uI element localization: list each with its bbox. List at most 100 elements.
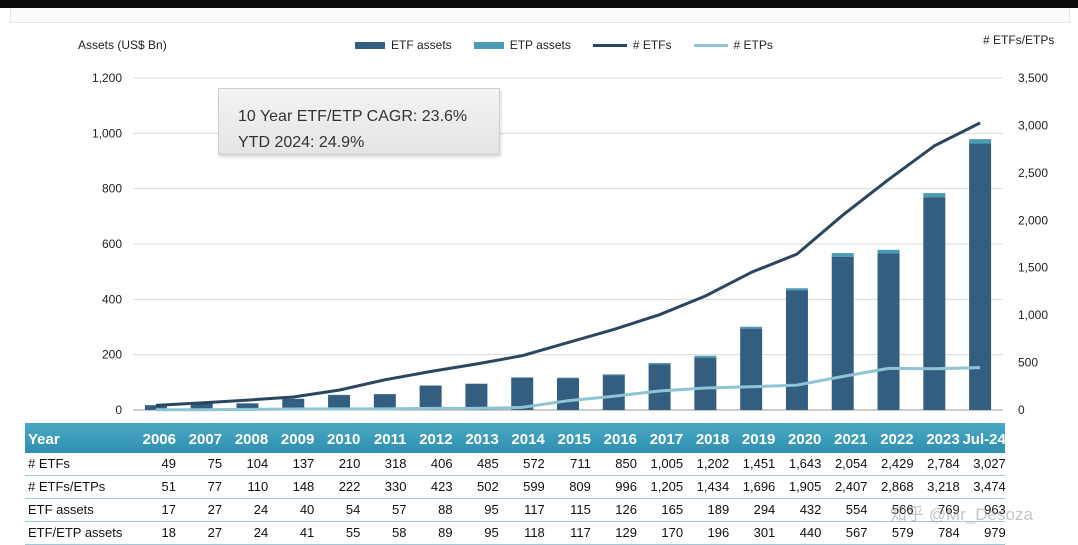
table-cell: 89 [409, 522, 453, 544]
table-column-header: 2018 [685, 423, 729, 457]
table-cell: 1,202 [685, 453, 729, 475]
table-cell: 57 [363, 499, 407, 521]
legend: ETF assets ETP assets # ETFs # ETPs [355, 38, 773, 52]
right-tick-label: 1,500 [1018, 261, 1048, 275]
table-cell: 165 [639, 499, 683, 521]
table-cell: 24 [224, 499, 268, 521]
table-cell: 196 [685, 522, 729, 544]
table-cell: 58 [363, 522, 407, 544]
etf-assets-bar [832, 257, 854, 410]
table-cell: 809 [547, 476, 591, 498]
table-cell: 54 [316, 499, 360, 521]
table-column-header: Jul-24 [962, 423, 1006, 457]
table-cell: 51 [132, 476, 176, 498]
table-cell: 2,784 [916, 453, 960, 475]
right-tick-label: 500 [1018, 356, 1038, 370]
table-cell: 110 [224, 476, 268, 498]
table-cell: 579 [870, 522, 914, 544]
table-cell: 129 [593, 522, 637, 544]
etp-assets-bar [649, 363, 671, 364]
etf-assets-bar [649, 364, 671, 410]
left-tick-label: 1,200 [92, 71, 122, 85]
table-cell: 599 [501, 476, 545, 498]
table-cell: 117 [547, 522, 591, 544]
table-cell: 95 [455, 499, 499, 521]
right-tick-label: 2,000 [1018, 213, 1048, 227]
table-cell: 88 [409, 499, 453, 521]
etf-assets-bar [923, 197, 945, 410]
etp-assets-bar [740, 327, 762, 329]
table-cell: 2,054 [824, 453, 868, 475]
table-row-label: # ETFs/ETPs [28, 476, 105, 498]
num-etfs-line [156, 123, 980, 406]
table-cell: 18 [132, 522, 176, 544]
table-cell: 126 [593, 499, 637, 521]
table-cell: 3,027 [962, 453, 1006, 475]
right-tick-label: 0 [1018, 403, 1025, 417]
right-axis-title: # ETFs/ETPs [983, 33, 1054, 47]
watermark: 知乎 @Mr_Desoza [890, 500, 1033, 525]
legend-item-num-etfs: # ETFs [593, 38, 672, 52]
table-column-header: 2021 [824, 423, 868, 457]
table-cell: 24 [224, 522, 268, 544]
table-cell: 95 [455, 522, 499, 544]
cagr-line: 10 Year ETF/ETP CAGR: 23.6% [238, 104, 499, 130]
table-column-header: 2019 [731, 423, 775, 457]
etp-assets-bar [878, 250, 900, 254]
table-cell: 996 [593, 476, 637, 498]
legend-item-num-etps: # ETPs [694, 38, 773, 52]
table-cell: 27 [178, 499, 222, 521]
left-tick-label: 400 [102, 292, 122, 306]
table-column-header: 2006 [132, 423, 176, 457]
table-cell: 301 [731, 522, 775, 544]
table-column-header: 2011 [363, 423, 407, 457]
left-tick-label: 200 [102, 348, 122, 362]
right-tick-label: 2,500 [1018, 166, 1048, 180]
etp-assets-bar [557, 378, 579, 379]
table-cell: 77 [178, 476, 222, 498]
table-column-header: 2008 [224, 423, 268, 457]
table-cell: 41 [270, 522, 314, 544]
table-cell: 2,407 [824, 476, 868, 498]
etp-assets-bar [969, 139, 991, 143]
etf-assets-bar [465, 384, 487, 410]
table-cell: 137 [270, 453, 314, 475]
legend-swatch [593, 44, 627, 47]
etf-assets-bar [878, 253, 900, 410]
table-cell: 1,205 [639, 476, 683, 498]
table-cell: 210 [316, 453, 360, 475]
table-column-header: 2016 [593, 423, 637, 457]
legend-label: # ETFs [633, 38, 672, 52]
table-cell: 406 [409, 453, 453, 475]
table-cell: 55 [316, 522, 360, 544]
table-cell: 850 [593, 453, 637, 475]
table-cell: 330 [363, 476, 407, 498]
table-cell: 2,868 [870, 476, 914, 498]
left-tick-label: 600 [102, 237, 122, 251]
table-cell: 1,451 [731, 453, 775, 475]
chart-canvas: 1,2001,00080060040020003,5003,0002,5002,… [0, 0, 1078, 425]
table-cell: 222 [316, 476, 360, 498]
table-cell: 1,434 [685, 476, 729, 498]
table-column-header: 2013 [455, 423, 499, 457]
table-cell: 148 [270, 476, 314, 498]
table-cell: 115 [547, 499, 591, 521]
table-cell: 40 [270, 499, 314, 521]
table-column-header: 2023 [916, 423, 960, 457]
legend-swatch [355, 42, 385, 49]
table-cell: 567 [824, 522, 868, 544]
etp-assets-bar [786, 288, 808, 290]
etf-assets-bar [420, 386, 442, 410]
legend-item-etf-assets: ETF assets [355, 38, 452, 52]
table-column-header: 2015 [547, 423, 591, 457]
legend-label: ETF assets [391, 38, 452, 52]
table-cell: 27 [178, 522, 222, 544]
right-tick-label: 3,000 [1018, 118, 1048, 132]
table-cell: 979 [962, 522, 1006, 544]
right-tick-label: 1,000 [1018, 308, 1048, 322]
legend-swatch [694, 44, 728, 47]
table-cell: 49 [132, 453, 176, 475]
